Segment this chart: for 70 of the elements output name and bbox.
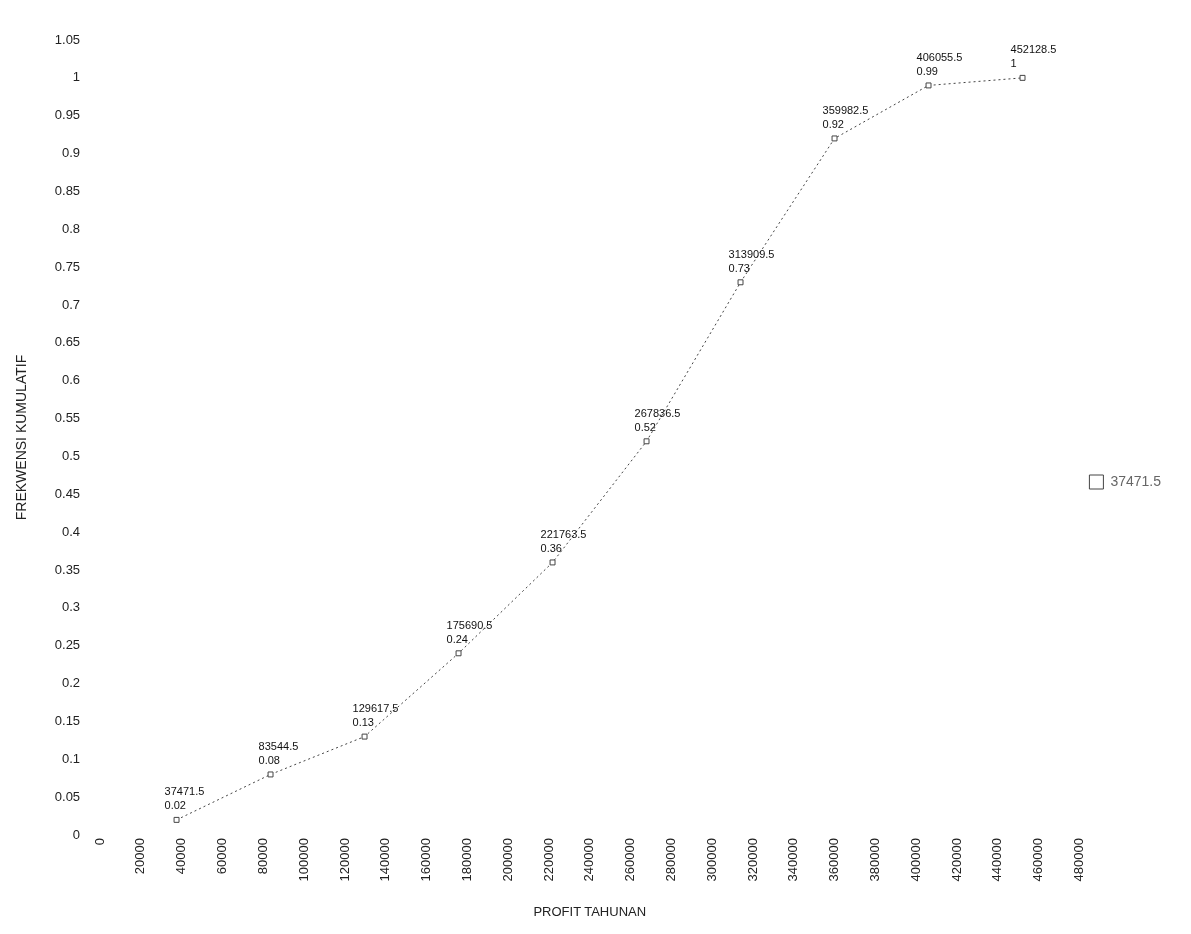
x-tick-label: 40000	[173, 838, 189, 875]
point	[361, 733, 368, 740]
x-tick-label: 400000	[907, 838, 923, 882]
point	[831, 135, 838, 142]
x-tick-label: 380000	[866, 838, 882, 882]
y-tick-label: 0.9	[62, 145, 81, 161]
point	[737, 279, 744, 286]
y-tick-label: 0.95	[54, 107, 81, 123]
x-tick-label: 300000	[703, 838, 719, 882]
y-tick-label: 0.35	[54, 561, 81, 577]
y-tick-label: 0.7	[62, 296, 81, 312]
y-tick-label: 0.25	[54, 637, 81, 653]
x-tick-label: 240000	[581, 838, 597, 882]
x-tick-label: 420000	[948, 838, 964, 882]
data-label: 129617.5 0.13	[352, 702, 399, 729]
x-tick-label: 140000	[377, 838, 393, 882]
point	[549, 559, 556, 566]
y-tick-label: 0.55	[54, 410, 81, 426]
x-tick-label: 360000	[826, 838, 842, 882]
x-tick-label: 340000	[785, 838, 801, 882]
y-tick-label: 0.05	[54, 788, 81, 804]
data-label: 221763.5 0.36	[540, 527, 587, 554]
x-tick-label: 100000	[295, 838, 311, 882]
y-tick-label: 0.6	[62, 372, 81, 388]
y-tick-label: 0.2	[62, 675, 81, 691]
x-tick-label: 200000	[499, 838, 515, 882]
data-label: 267836.5 0.52	[634, 406, 681, 433]
x-tick-label: 120000	[336, 838, 352, 882]
y-tick-label: 0.1	[62, 750, 81, 766]
x-tick-label: 280000	[662, 838, 678, 882]
data-label: 313909.5 0.73	[728, 247, 775, 274]
point	[925, 82, 932, 89]
data-label: 406055.5 0.99	[916, 50, 963, 77]
y-tick-label: 0.65	[54, 334, 81, 350]
x-tick-label: 260000	[622, 838, 638, 882]
y-tick-label: 0.85	[54, 183, 81, 199]
x-tick-label: 320000	[744, 838, 760, 882]
y-tick-label: 0.8	[62, 220, 81, 236]
point	[1019, 74, 1026, 81]
y-tick-label: 0.15	[54, 713, 81, 729]
x-tick-label: 80000	[254, 838, 270, 875]
y-tick-label: 1	[72, 69, 81, 85]
x-tick-label: 160000	[418, 838, 434, 882]
x-tick-label: 60000	[214, 838, 230, 875]
x-tick-label: 0	[91, 838, 107, 846]
x-axis-title: PROFIT TAHUNAN	[533, 903, 647, 919]
data-label: 175690.5 0.24	[446, 618, 493, 645]
point	[643, 438, 650, 445]
point	[173, 816, 180, 823]
y-tick-label: 0.75	[54, 258, 81, 274]
x-tick-label: 480000	[1070, 838, 1086, 882]
y-tick-label: 0.45	[54, 485, 81, 501]
x-tick-label: 220000	[540, 838, 556, 882]
y-tick-label: 1.05	[54, 31, 81, 47]
data-label: 359982.5 0.92	[822, 103, 869, 130]
y-tick-label: 0	[72, 826, 81, 842]
y-tick-label: 0.5	[62, 448, 81, 464]
point	[267, 771, 274, 778]
y-tick-label: 0.4	[62, 523, 81, 539]
point	[455, 650, 462, 657]
data-label: 83544.5 0.08	[258, 739, 299, 766]
data-label: 452128.5 1	[1010, 43, 1057, 70]
y-tick-label: 0.3	[62, 599, 81, 615]
x-tick-label: 460000	[1030, 838, 1046, 882]
x-tick-label: 180000	[458, 838, 474, 882]
x-tick-label: 20000	[132, 838, 148, 875]
y-axis-title: FREKWENSI KUMULATIF	[13, 354, 30, 521]
x-tick-label: 440000	[989, 838, 1005, 882]
legend-label: 37471.5	[1110, 472, 1162, 489]
data-label: 37471.5 0.02	[164, 785, 205, 812]
